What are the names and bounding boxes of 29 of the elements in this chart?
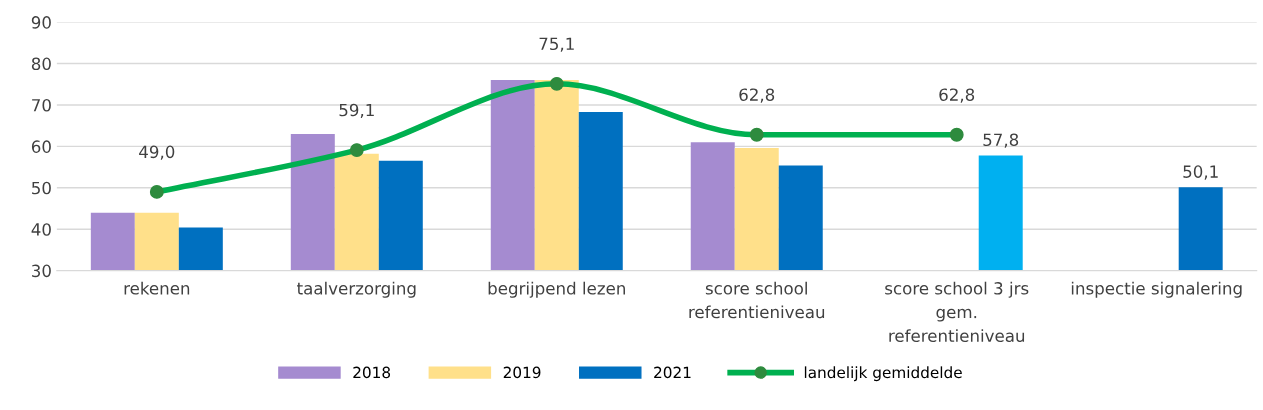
data-label: 59,1: [339, 103, 374, 119]
y-tick-label: 80: [31, 57, 51, 71]
x-tick-label: score school 3 jrs gem. referentieniveau: [885, 281, 1029, 343]
y-tick-label: 70: [32, 98, 51, 112]
legend-label: 2021: [654, 366, 691, 379]
y-tick-label: 90: [31, 16, 51, 29]
x-tick-label: inspectie signalering: [1071, 281, 1242, 298]
y-tick-label: 60: [31, 140, 51, 153]
x-tick-label: rekenen: [124, 281, 190, 295]
point: [349, 143, 364, 158]
point: [549, 76, 564, 91]
point: [149, 184, 164, 199]
x-tick-label: taalverzorging: [297, 281, 416, 298]
x-tick-label: score school referentieniveau: [689, 281, 825, 319]
data-label: 49,0: [139, 145, 175, 160]
legend-label: 2019: [503, 366, 541, 379]
legend-label: 2018: [353, 366, 391, 379]
y-tick-label: 30: [32, 264, 51, 278]
data-label: 62,8: [739, 88, 775, 103]
point: [749, 127, 764, 142]
point: [949, 127, 964, 142]
data-label: 62,8: [939, 88, 975, 103]
y-tick-label: 40: [31, 223, 51, 236]
data-label: 50,1: [1183, 165, 1218, 180]
data-label: 57,8: [983, 133, 1019, 148]
data-label: 75,1: [539, 37, 574, 52]
legend-label: landelijk gemiddelde: [804, 366, 962, 382]
y-tick-label: 50: [32, 181, 51, 195]
x-tick-label: begrijpend lezen: [488, 281, 625, 298]
